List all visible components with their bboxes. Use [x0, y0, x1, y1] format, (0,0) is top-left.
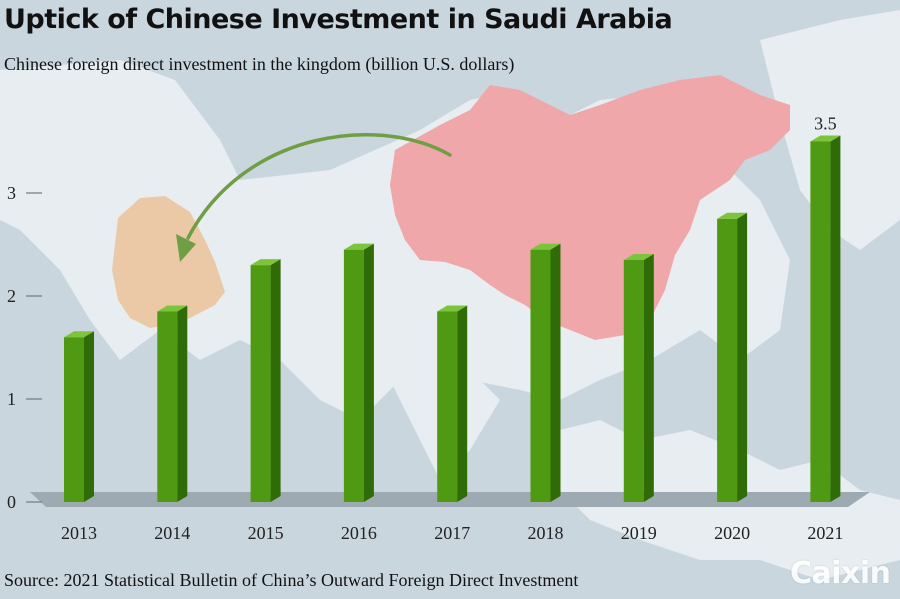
- china-map: [390, 75, 790, 340]
- bars: [64, 135, 841, 502]
- bar-front: [530, 249, 551, 502]
- chart-subtitle: Chinese foreign direct investment in the…: [4, 54, 515, 74]
- chart-title: Uptick of Chinese Investment in Saudi Ar…: [4, 4, 673, 35]
- bar-side: [84, 331, 94, 502]
- bar-side: [363, 243, 374, 502]
- y-tick-label: 0: [7, 492, 16, 512]
- bar-2021: [810, 135, 841, 502]
- bar-front: [437, 311, 458, 502]
- bar-top: [64, 331, 94, 338]
- bar-top: [623, 253, 654, 260]
- bar-front: [157, 311, 178, 502]
- x-tick-label: 2017: [434, 523, 470, 543]
- bar-side: [643, 253, 654, 502]
- bar-top: [530, 243, 561, 250]
- x-axis-labels: 2013 2014 2015 2016 2017 2018 2019 2020 2021: [61, 523, 843, 543]
- bar-top: [437, 305, 468, 312]
- bar-2019: [623, 253, 654, 502]
- land-east: [760, 10, 900, 250]
- bar-front: [810, 141, 831, 502]
- bar-front: [623, 259, 644, 502]
- y-tick-label: 1: [7, 389, 16, 409]
- x-tick-label: 2016: [341, 523, 377, 543]
- bar-2016: [343, 243, 374, 502]
- bar-side: [830, 135, 841, 502]
- investment-arrow: [186, 133, 452, 240]
- x-tick-label: 2020: [714, 523, 750, 543]
- bar-front: [717, 218, 738, 502]
- bar-top: [157, 305, 188, 312]
- bar-2013: [64, 331, 94, 502]
- bar-2018: [530, 243, 561, 502]
- bar-side: [177, 305, 188, 502]
- source-note: Source: 2021 Statistical Bulletin of Chi…: [4, 570, 579, 590]
- data-labels: 3.5: [814, 114, 837, 134]
- bar-side: [550, 243, 561, 502]
- y-axis: 0 1 2 3: [7, 183, 42, 512]
- bar-top: [250, 259, 281, 266]
- x-tick-label: 2015: [248, 523, 284, 543]
- bar-2014: [157, 305, 188, 502]
- x-tick-label: 2018: [528, 523, 564, 543]
- bar-2020: [717, 212, 748, 502]
- bar-top: [343, 243, 374, 250]
- bar-top: [717, 212, 748, 219]
- bar-side: [737, 212, 748, 502]
- x-tick-label: 2013: [61, 523, 97, 543]
- x-tick-label: 2019: [621, 523, 657, 543]
- caixin-logo: Caixin: [790, 556, 891, 591]
- bar-side: [270, 259, 281, 502]
- y-tick-label: 2: [7, 286, 16, 306]
- x-tick-label: 2014: [154, 523, 190, 543]
- bar-2017: [437, 305, 468, 502]
- y-tick-label: 3: [7, 183, 16, 203]
- bar-2015: [250, 259, 281, 502]
- investment-arrow-head: [176, 234, 196, 262]
- saudi-map: [112, 196, 225, 328]
- bar-top: [810, 135, 841, 142]
- data-label: 3.5: [814, 114, 837, 134]
- bar-side: [457, 305, 468, 502]
- bar-front: [250, 265, 271, 502]
- bar-front: [343, 249, 364, 502]
- bar-front: [64, 337, 84, 502]
- x-tick-label: 2021: [807, 523, 843, 543]
